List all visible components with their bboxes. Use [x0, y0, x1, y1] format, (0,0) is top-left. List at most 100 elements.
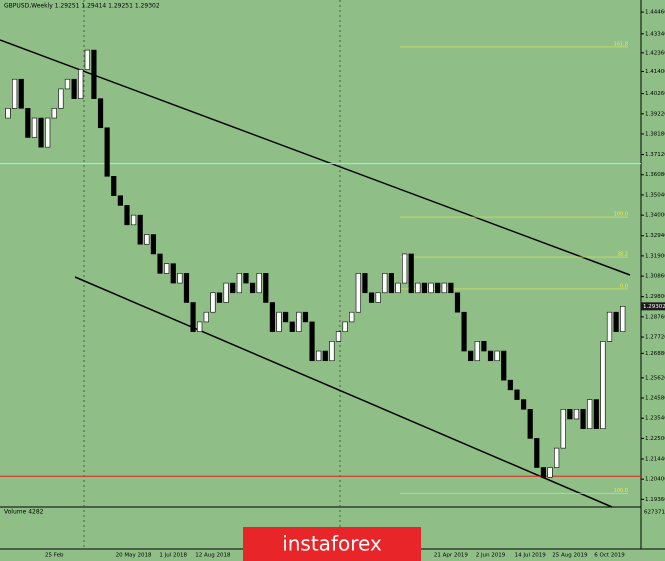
- fib-label: 38.2: [617, 252, 628, 258]
- candle-body: [78, 69, 84, 99]
- candle-body: [408, 253, 414, 294]
- candle-body: [435, 282, 441, 294]
- y-tick-label: 1.37120: [645, 152, 665, 158]
- y-tick-label: 1.41400: [645, 69, 665, 75]
- y-tick-label: 1.21440: [645, 456, 665, 462]
- candle-body: [329, 341, 335, 362]
- x-tick-label: 6 Oct 2019: [594, 553, 625, 559]
- candle-body: [540, 467, 547, 478]
- x-tick-label: 1 Jul 2018: [159, 553, 187, 559]
- candle-body: [25, 108, 31, 138]
- candle-body: [31, 117, 38, 138]
- y-tick-label: 1.31900: [645, 253, 665, 259]
- candle-body: [527, 408, 533, 439]
- candle-body: [104, 127, 110, 177]
- y-tick-label: 1.26880: [645, 351, 665, 357]
- x-tick-label: 14 Jul 2019: [515, 553, 547, 559]
- x-tick-label: 25 Feb: [45, 553, 64, 559]
- candle-body: [547, 467, 553, 478]
- fib-label: 161.8: [614, 41, 628, 47]
- candle-body: [454, 292, 461, 313]
- candle-body: [368, 292, 375, 303]
- plot: 1.44460 1.43340 1.42360 1.41400 1.40260 1.392…: [0, 10, 665, 559]
- x-tick-label: 2 Jun 2019: [476, 553, 506, 559]
- x-tick-label: 20 May 2018: [116, 553, 152, 559]
- candle-body: [468, 350, 474, 362]
- candle-body: [230, 282, 236, 294]
- y-tick-label: 1.34000: [645, 213, 665, 219]
- candle-body: [474, 341, 480, 362]
- candle-body: [514, 389, 520, 400]
- candle-body: [263, 273, 269, 303]
- candle-body: [144, 234, 150, 245]
- candle-body: [355, 273, 361, 313]
- y-tick-label: 1.19360: [645, 497, 665, 503]
- candle-body: [415, 282, 421, 294]
- y-tick-label: 1.38180: [645, 131, 665, 137]
- candle-body: [117, 195, 123, 206]
- candle-body: [223, 282, 229, 303]
- volume-max: 627371: [644, 510, 665, 516]
- candle-body: [216, 292, 223, 303]
- candle-body: [428, 282, 434, 294]
- y-tick-label: 1.39220: [645, 111, 665, 117]
- candle-body: [461, 311, 467, 352]
- candle-body: [249, 282, 256, 294]
- candle-body: [296, 311, 302, 332]
- y-tick-label: 1.25620: [645, 375, 665, 381]
- candle-body: [573, 408, 580, 420]
- candle-body: [606, 311, 613, 342]
- candle-body: [349, 311, 355, 323]
- y-tick-label: 1.32940: [645, 233, 665, 239]
- candle-body: [362, 273, 368, 294]
- y-tick-label: 1.43340: [645, 31, 665, 37]
- fib-label: 100.0: [614, 212, 628, 218]
- fib-label: 0.0: [620, 283, 628, 289]
- candle-body: [12, 78, 18, 109]
- x-tick-label: 21 Apr 2019: [434, 553, 469, 559]
- candle-body: [613, 311, 619, 332]
- chart-header: GBPUSD,Weekly 1.29251 1.29414 1.29251 1.…: [4, 3, 160, 10]
- candle-body: [507, 379, 513, 391]
- candle-body: [130, 214, 137, 226]
- last-price-label: 1.29302: [643, 304, 665, 310]
- candle-body: [58, 88, 64, 109]
- candle-body: [236, 273, 242, 294]
- candle-body: [283, 311, 289, 323]
- last-price-box: [641, 302, 665, 311]
- candle-body: [520, 399, 527, 410]
- candle-body: [38, 117, 44, 148]
- candle-body: [593, 399, 599, 429]
- y-tick-label: 1.28760: [645, 314, 665, 320]
- candle-body: [190, 302, 196, 332]
- candle-body: [322, 350, 328, 362]
- candle-body: [97, 98, 104, 129]
- candle-body: [382, 273, 388, 294]
- logo-box: [243, 527, 421, 561]
- candle-body: [203, 311, 209, 323]
- candle-body: [395, 282, 401, 294]
- candle-body: [316, 350, 322, 362]
- candle-body: [560, 408, 566, 449]
- candle-body: [600, 341, 606, 429]
- y-tick-label: 1.30860: [645, 274, 665, 280]
- candle-body: [388, 273, 394, 294]
- candle-body: [501, 350, 507, 381]
- candle-body: [276, 311, 282, 332]
- candle-body: [289, 321, 295, 332]
- fib-label: 100.0: [614, 488, 628, 494]
- volume-label: Volume 4282: [4, 509, 44, 516]
- candle-body: [448, 282, 454, 294]
- candle-body: [335, 331, 342, 342]
- channel-line: [0, 39, 631, 276]
- y-tick-label: 1.27720: [645, 335, 665, 341]
- y-tick-label: 1.44460: [645, 10, 665, 16]
- candle-body: [18, 78, 24, 109]
- logo: instaforex: [282, 532, 382, 556]
- candle-body: [620, 306, 626, 332]
- y-tick-label: 1.36080: [645, 172, 665, 178]
- candle-body: [554, 447, 560, 468]
- candle-body: [309, 321, 315, 362]
- candle-body: [243, 273, 249, 284]
